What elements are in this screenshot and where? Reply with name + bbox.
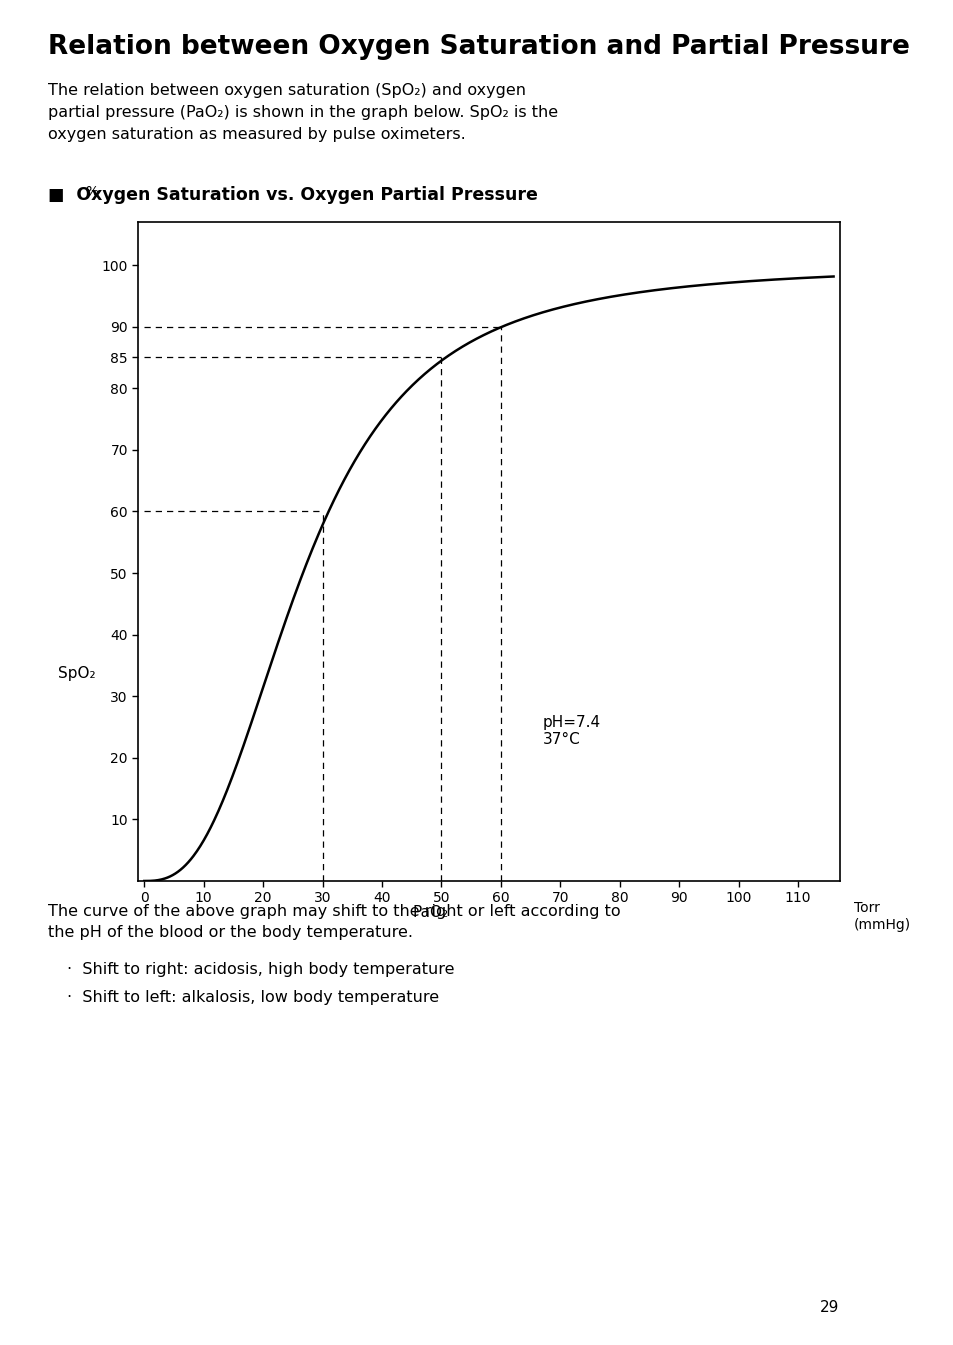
- Text: pH=7.4
37°C: pH=7.4 37°C: [542, 714, 599, 746]
- Text: %: %: [86, 184, 99, 199]
- Text: ·  Shift to left: alkalosis, low body temperature: · Shift to left: alkalosis, low body tem…: [67, 990, 438, 1005]
- Text: PaO₂: PaO₂: [413, 905, 449, 920]
- Text: ·  Shift to right: acidosis, high body temperature: · Shift to right: acidosis, high body te…: [67, 962, 454, 976]
- Text: Relation between Oxygen Saturation and Partial Pressure: Relation between Oxygen Saturation and P…: [48, 34, 908, 59]
- Text: 29: 29: [820, 1301, 839, 1315]
- Text: ■  Oxygen Saturation vs. Oxygen Partial Pressure: ■ Oxygen Saturation vs. Oxygen Partial P…: [48, 186, 537, 203]
- Text: The relation between oxygen saturation (SpO₂) and oxygen
partial pressure (PaO₂): The relation between oxygen saturation (…: [48, 83, 558, 141]
- Text: Appendix: Appendix: [894, 659, 908, 733]
- Text: Torr
(mmHg): Torr (mmHg): [853, 901, 910, 932]
- Text: The curve of the above graph may shift to the right or left according to
the pH : The curve of the above graph may shift t…: [48, 904, 619, 940]
- Text: SpO₂: SpO₂: [57, 666, 95, 681]
